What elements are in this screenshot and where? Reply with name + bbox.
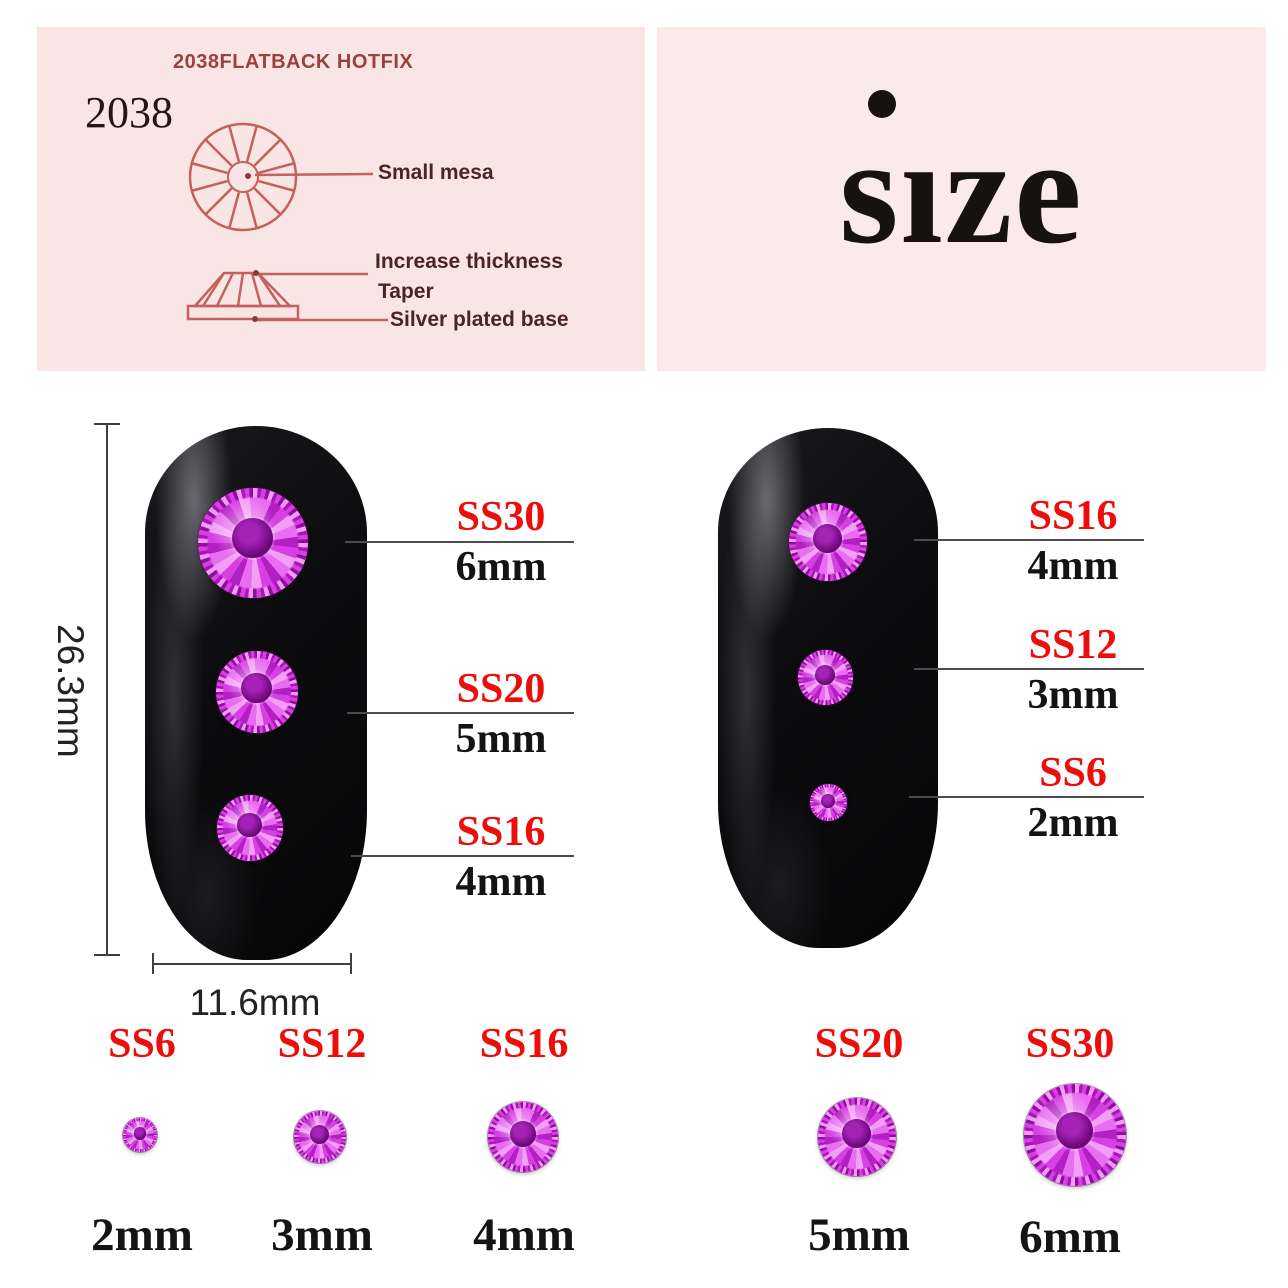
size-mm: 2mm: [1027, 800, 1119, 846]
i-dot-accent: [868, 90, 896, 118]
model-number: 2038: [85, 88, 173, 137]
size-code: SS6: [1039, 750, 1107, 796]
leader-line: [351, 855, 574, 857]
rhinestone-graphic-ss30: [198, 488, 308, 598]
leader-line: [345, 541, 574, 543]
rhinestone-graphic-ss6-right: [810, 784, 847, 821]
size-code: SS30: [456, 494, 546, 540]
row-size-code: SS6: [108, 1021, 176, 1067]
rhinestone-technical-diagram: [186, 122, 388, 322]
height-dimension-line: [106, 424, 108, 956]
size-mm: 6mm: [455, 544, 547, 590]
rhinestone-graphic-ss16: [217, 795, 283, 861]
product-info-panel: 2038FLATBACK HOTFIX 2038: [37, 27, 645, 371]
row-size-code: SS20: [814, 1021, 904, 1067]
row-size-code: SS12: [277, 1021, 367, 1067]
rhinestone-graphic-row-ss6: [123, 1118, 157, 1152]
height-dimension-cap-bottom: [94, 954, 120, 956]
product-title: 2038FLATBACK HOTFIX: [173, 51, 414, 73]
row-size-code: SS30: [1025, 1021, 1115, 1067]
size-mm: 5mm: [455, 716, 547, 762]
rhinestone-graphic-ss16-right: [789, 503, 867, 581]
rhinestone-graphic-ss20: [216, 651, 298, 733]
size-callout: SS16 4mm: [426, 809, 576, 905]
row-size-mm: 6mm: [1019, 1211, 1121, 1263]
size-code: SS16: [456, 809, 546, 855]
size-mm: 4mm: [455, 859, 547, 905]
size-code: SS16: [1028, 493, 1118, 539]
rhinestone-graphic-row-ss20: [818, 1098, 896, 1176]
size-code: SS20: [456, 666, 546, 712]
width-dimension-line: [153, 963, 352, 965]
rhinestone-graphic-row-ss12: [294, 1111, 346, 1163]
size-mm: 4mm: [1027, 543, 1119, 589]
row-size-code: SS16: [479, 1021, 569, 1067]
leader-line: [914, 668, 1144, 670]
nail-height-label: 26.3mm: [50, 624, 91, 758]
rhinestone-graphic-ss12-right: [798, 650, 853, 705]
height-dimension-cap-top: [94, 423, 120, 425]
size-callout: SS20 5mm: [426, 666, 576, 762]
width-dimension-cap-right: [350, 953, 352, 974]
rhinestone-graphic-row-ss30: [1024, 1084, 1126, 1186]
rhinestone-graphic-row-ss16: [488, 1102, 558, 1172]
leader-line: [909, 796, 1144, 798]
width-dimension-cap-left: [152, 953, 154, 974]
callout-taper: Taper: [378, 280, 434, 303]
size-callout: SS6 2mm: [998, 750, 1148, 846]
nail-width-label: 11.6mm: [189, 982, 321, 1023]
size-heading-panel: sıze: [657, 27, 1266, 371]
leader-line: [347, 712, 574, 714]
callout-silver-plated-base: Silver plated base: [390, 308, 569, 331]
size-callout: SS30 6mm: [426, 494, 576, 590]
row-size-mm: 3mm: [271, 1209, 373, 1261]
row-size-mm: 2mm: [91, 1209, 193, 1261]
row-size-mm: 4mm: [473, 1209, 575, 1261]
size-callout: SS16 4mm: [998, 493, 1148, 589]
row-size-mm: 5mm: [808, 1209, 910, 1261]
callout-small-mesa: Small mesa: [378, 161, 494, 184]
size-mm: 3mm: [1027, 672, 1119, 718]
size-code: SS12: [1028, 622, 1118, 668]
leader-line: [914, 539, 1144, 541]
callout-increase-thickness: Increase thickness: [375, 250, 563, 273]
size-callout: SS12 3mm: [998, 622, 1148, 718]
size-heading: sıze: [839, 107, 1084, 275]
